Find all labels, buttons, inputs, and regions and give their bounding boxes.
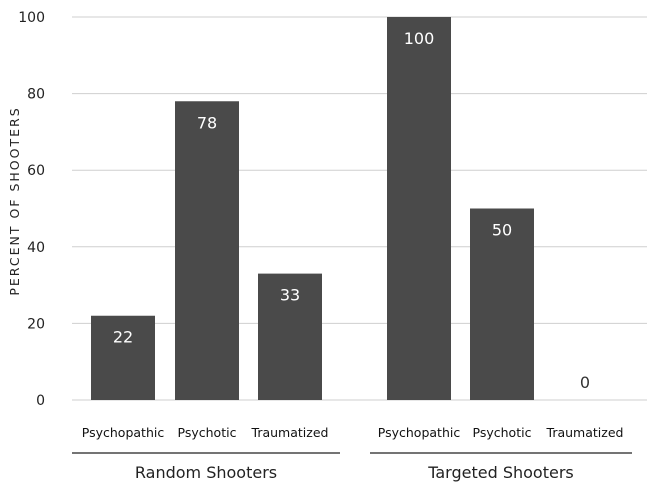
bar-value-label: 78 bbox=[197, 113, 217, 132]
category-label: Psychopathic bbox=[378, 425, 461, 440]
value-labels: 22 78 33 100 50 0 bbox=[113, 29, 590, 392]
y-tick-label: 60 bbox=[27, 163, 45, 179]
bar bbox=[91, 315, 155, 400]
bar-value-label: 0 bbox=[580, 373, 590, 392]
bar bbox=[387, 17, 451, 400]
y-axis-ticks: 0 20 40 60 80 100 bbox=[18, 10, 45, 409]
category-label: Psychotic bbox=[473, 425, 532, 440]
category-label: Traumatized bbox=[546, 425, 624, 440]
bars bbox=[91, 17, 534, 400]
bar bbox=[258, 273, 322, 400]
y-tick-label: 40 bbox=[27, 240, 45, 256]
bar-value-label: 22 bbox=[113, 328, 133, 347]
group-label: Random Shooters bbox=[135, 463, 277, 482]
y-tick-label: 20 bbox=[27, 316, 45, 332]
category-label: Psychopathic bbox=[82, 425, 165, 440]
y-tick-label: 80 bbox=[27, 87, 45, 103]
category-label: Psychotic bbox=[178, 425, 237, 440]
bar bbox=[470, 208, 534, 400]
group-labels: Random Shooters Targeted Shooters bbox=[72, 452, 632, 482]
bar-value-label: 100 bbox=[404, 29, 435, 48]
bar-value-label: 50 bbox=[492, 221, 512, 240]
category-label: Traumatized bbox=[251, 425, 329, 440]
bar-value-label: 33 bbox=[280, 286, 300, 305]
y-tick-label: 0 bbox=[36, 393, 45, 409]
group-label: Targeted Shooters bbox=[427, 463, 574, 482]
bar bbox=[175, 101, 239, 400]
y-tick-label: 100 bbox=[18, 10, 45, 26]
y-axis-label: PERCENT OF SHOOTERS bbox=[7, 106, 22, 295]
category-labels: Psychopathic Psychotic Traumatized Psychopa… bbox=[82, 425, 624, 440]
gridlines bbox=[72, 16, 647, 401]
